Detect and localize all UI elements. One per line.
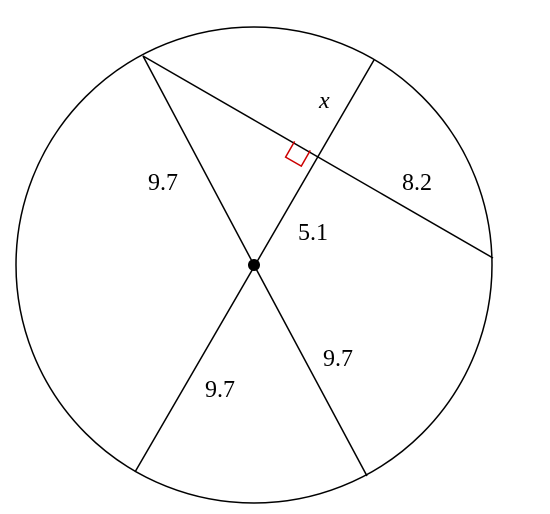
right-angle-mark: [284, 141, 311, 168]
circle: [15, 26, 493, 504]
label-chord-segment: 8.2: [402, 170, 432, 196]
label-distance-to-chord: 5.1: [298, 220, 328, 246]
label-lower-left-radius: 9.7: [205, 377, 235, 403]
label-upper-left-radius: 9.7: [148, 170, 178, 196]
center-point: [248, 259, 260, 271]
label-x: x: [318, 88, 330, 114]
radius-lower-right: [253, 264, 368, 477]
radius-upper-left: [142, 55, 255, 266]
label-lower-right-radius: 9.7: [323, 346, 353, 372]
